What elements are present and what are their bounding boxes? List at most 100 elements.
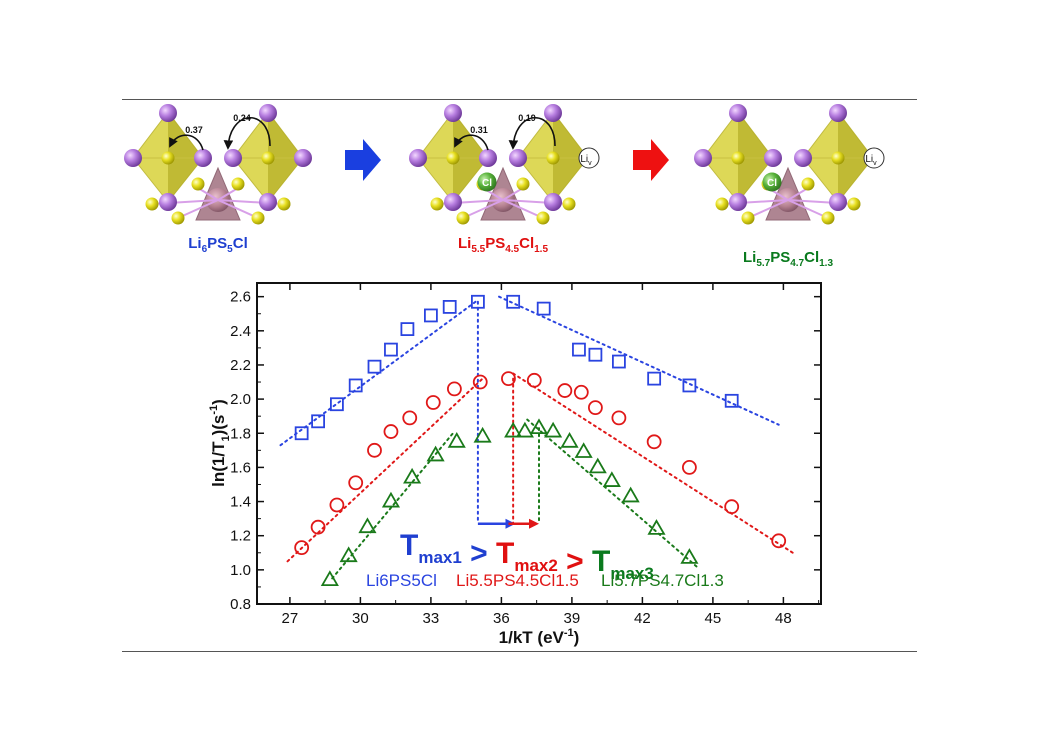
vacancy-site (863, 147, 885, 169)
top-rule (122, 99, 917, 100)
fit-line-fall (498, 295, 780, 426)
sulfur-atom (161, 151, 175, 165)
circle-marker (588, 400, 603, 416)
tmax-text-sub: max1 (418, 548, 461, 567)
lithium-atom (694, 149, 712, 167)
octahedron-shade (553, 112, 588, 202)
tmax-text-sub: max2 (514, 556, 557, 575)
square-marker (612, 354, 626, 369)
octahedron-shade (738, 112, 773, 202)
lithium-atom (194, 149, 212, 167)
hop-arrow-short (454, 134, 489, 151)
circle-marker (557, 383, 573, 398)
lithium-atom (509, 149, 527, 167)
bond (462, 199, 504, 219)
formula-element: PS (770, 249, 790, 266)
bottom-rule (122, 651, 917, 652)
y-axis-title-mid: )(s (209, 415, 228, 436)
formula-label: Li5.5PS4.5Cl1.5 (458, 235, 549, 255)
bond (177, 199, 219, 219)
tmax-text-sub: max3 (610, 564, 653, 583)
formula-element: PS (485, 235, 505, 252)
bond (502, 199, 544, 219)
octahedron-shade (168, 112, 203, 202)
square-marker (423, 308, 438, 323)
vacancy-label-sub: v (588, 160, 592, 167)
hop-arrow-long (508, 117, 556, 150)
triangle-marker (621, 486, 640, 503)
triangle-marker (680, 548, 699, 564)
circle-marker (501, 371, 516, 387)
octahedron-shade (268, 112, 303, 202)
formula-subscript: 6 (202, 244, 208, 255)
tmax-text-main: T (592, 545, 610, 578)
sulfur-atom (145, 197, 159, 211)
square-marker (572, 342, 586, 357)
tmax-text-main: T (400, 529, 418, 562)
triangle-marker (515, 421, 534, 438)
tmax-shift-arrows (477, 518, 539, 529)
lithium-atom (829, 104, 847, 122)
legend: Li6PS5Cl Li5.5PS4.5Cl1.5 Li5.7PS4.7Cl1.3 (366, 571, 724, 590)
lithium-atom (444, 193, 462, 211)
square-marker (442, 300, 457, 314)
triangle-marker (588, 457, 607, 474)
circle-marker (724, 499, 740, 515)
lithium-atom (444, 104, 462, 122)
square-marker (470, 294, 485, 309)
square-marker (682, 378, 697, 393)
lithium-atom (259, 104, 277, 122)
triangle-marker (574, 442, 593, 458)
circle-marker (294, 540, 310, 556)
square-marker (400, 322, 415, 337)
lithium-atom (224, 149, 242, 167)
lithium-atom (544, 193, 562, 211)
relaxation-chart: 0.8 1.0 1.2 1.4 1.6 1.8 2.0 2.2 2.4 2.6 27 30 33 36 3… (208, 282, 822, 647)
circle-marker (611, 410, 627, 426)
lithium-atom (479, 149, 497, 167)
circle-marker (383, 424, 399, 439)
x-axis-title-end: ) (574, 628, 580, 647)
y-tick-label: 2.2 (230, 357, 251, 374)
legend-entry: Li5.5PS4.5Cl1.5 (456, 571, 579, 590)
formula-element: PS (207, 235, 227, 252)
fit-line-fall (512, 372, 794, 554)
square-marker (329, 397, 344, 412)
y-axis-title-sub: 1 (220, 435, 232, 441)
triangle-marker (647, 519, 666, 535)
x-axis-title: 1/kT (eV-1) (499, 627, 580, 647)
chlorine-atom (477, 172, 497, 192)
lithium-atom (794, 149, 812, 167)
y-axis-title-end: ) (209, 399, 228, 405)
sulfur-atom (536, 211, 550, 225)
chlorine-label: Cl (767, 178, 777, 189)
tmax-text-main: > (462, 537, 496, 570)
square-marker (348, 378, 363, 393)
formula-base: Li (743, 249, 756, 266)
square-marker (311, 414, 326, 429)
sulfur-atom (516, 177, 530, 191)
vacancy-label-sub: v (873, 160, 877, 167)
x-tick-label: 36 (493, 610, 510, 627)
bond (747, 199, 789, 219)
circle-marker (367, 442, 382, 458)
red-arrow-icon (633, 139, 669, 181)
sulfur-atom (456, 211, 470, 225)
sulfur-atom (277, 197, 291, 211)
square-marker (588, 347, 603, 362)
triangle-marker (504, 421, 523, 438)
x-tick-label: 42 (634, 610, 651, 627)
hop-barrier-1: 0.37 (185, 125, 203, 135)
triangle-marker (529, 418, 549, 435)
triangle-marker (320, 570, 339, 586)
circle-marker (310, 519, 326, 535)
bond (502, 187, 524, 201)
triangle-marker (602, 471, 621, 487)
circle-marker (646, 434, 662, 450)
hop-barrier-2: 0.24 (233, 113, 251, 123)
lithium-atom (729, 104, 747, 122)
transition-arrow-2 (633, 139, 669, 181)
formula-subscript: 5 (227, 244, 233, 255)
y-tick-label: 1.4 (230, 494, 251, 511)
